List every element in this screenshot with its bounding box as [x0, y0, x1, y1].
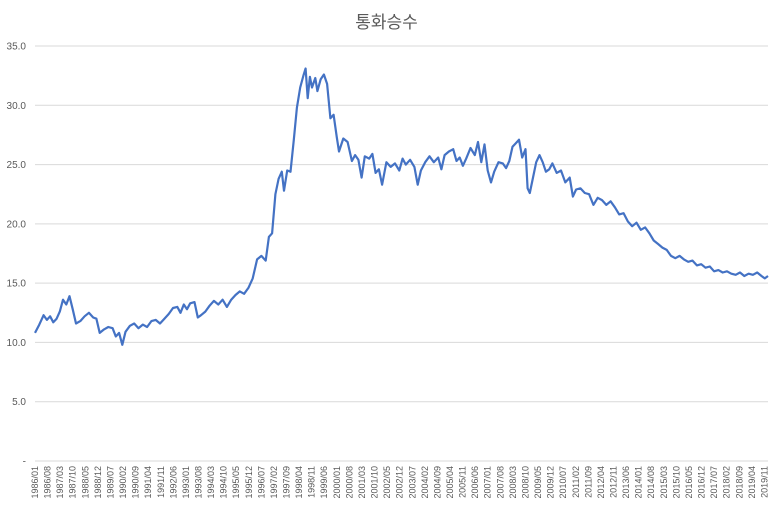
y-tick-label: 20.0 [7, 219, 27, 230]
x-tick-label: 1990/02 [118, 466, 128, 499]
x-tick-label: 1996/07 [256, 466, 266, 499]
x-tick-label: 2005/11 [458, 466, 468, 498]
y-tick-label: 30.0 [7, 101, 27, 112]
x-tick-label: 1994/10 [219, 466, 229, 499]
x-tick-label: 1995/12 [244, 466, 254, 499]
x-tick-label: 2006/06 [470, 466, 480, 499]
gridlines [35, 45, 768, 462]
x-tick-label: 1988/05 [80, 466, 90, 499]
x-tick-label: 2011/02 [571, 466, 581, 498]
x-tick-label: 2012/04 [596, 466, 606, 499]
chart-title: 통화승수 [355, 13, 418, 33]
x-tick-label: 2009/05 [533, 466, 543, 499]
x-tick-label: 2014/01 [634, 466, 644, 499]
x-tick-label: 2002/12 [395, 466, 405, 499]
x-tick-label: 1986/08 [43, 466, 53, 499]
x-tick-label: 1997/02 [269, 466, 279, 499]
x-tick-label: 1993/01 [181, 466, 191, 499]
y-tick-label: 35.0 [7, 42, 27, 53]
y-axis-ticks: - 5.0 10.0 15.0 20.0 25.0 30.0 35.0 [7, 42, 27, 468]
x-tick-label: 2009/12 [546, 466, 556, 499]
x-tick-label: 2001/10 [370, 466, 380, 499]
x-tick-label: 2014/08 [646, 466, 656, 499]
x-tick-label: 2000/01 [332, 466, 342, 499]
y-tick-label: 10.0 [7, 338, 27, 349]
x-tick-label: 2004/09 [432, 466, 442, 499]
x-tick-label: 2010/07 [558, 466, 568, 499]
x-tick-label: 1991/04 [143, 466, 153, 499]
x-tick-label: 2019/04 [747, 466, 757, 499]
x-tick-label: 1987/03 [55, 466, 65, 499]
x-tick-label: 2015/03 [659, 466, 669, 499]
x-tick-label: 2011/09 [583, 466, 593, 498]
x-tick-label: 1995/05 [231, 466, 241, 499]
x-tick-label: 2007/01 [483, 466, 493, 499]
x-tick-label: 2012/11 [608, 466, 618, 498]
x-tick-label: 1988/12 [93, 466, 103, 499]
x-tick-label: 1994/03 [206, 466, 216, 499]
y-tick-label: 25.0 [7, 160, 27, 171]
x-tick-label: 1990/09 [131, 466, 141, 499]
y-tick-label: 15.0 [7, 279, 27, 290]
x-tick-label: 2008/10 [520, 466, 530, 499]
x-tick-label: 2017/07 [709, 466, 719, 499]
x-tick-label: 1987/10 [68, 466, 78, 499]
x-tick-label: 1992/06 [168, 466, 178, 499]
x-tick-label: 2016/12 [697, 466, 707, 499]
x-tick-label: 2019/11 [759, 466, 769, 498]
x-tick-label: 2015/10 [671, 466, 681, 499]
x-tick-label: 1986/01 [30, 466, 40, 499]
x-tick-label: 2016/05 [684, 466, 694, 499]
x-tick-label: 1997/09 [282, 466, 292, 499]
x-tick-label: 2002/05 [382, 466, 392, 499]
x-tick-label: 2004/02 [420, 466, 430, 499]
x-tick-label: 2000/08 [344, 466, 354, 499]
x-axis-ticks: 1986/01 1986/08 1987/03 1987/10 1988/05 1988/… [30, 466, 769, 499]
series-line [34, 67, 769, 346]
x-tick-label: 1998/11 [307, 466, 317, 498]
x-tick-label: 2013/06 [621, 466, 631, 499]
y-tick-label: 5.0 [12, 397, 26, 408]
x-tick-label: 1989/07 [105, 466, 115, 499]
x-tick-label: 1993/08 [193, 466, 203, 499]
x-tick-label: 2007/08 [495, 466, 505, 499]
x-tick-label: 1991/11 [156, 466, 166, 498]
x-tick-label: 2005/04 [445, 466, 455, 499]
x-tick-label: 2003/07 [407, 466, 417, 499]
x-tick-label: 2018/02 [722, 466, 732, 499]
x-tick-label: 2001/03 [357, 466, 367, 499]
x-tick-label: 2018/09 [734, 466, 744, 499]
series-group [34, 67, 769, 346]
y-tick-label: - [23, 457, 26, 468]
x-tick-label: 1998/04 [294, 466, 304, 499]
x-tick-label: 1999/06 [319, 466, 329, 499]
x-tick-label: 2008/03 [508, 466, 518, 499]
